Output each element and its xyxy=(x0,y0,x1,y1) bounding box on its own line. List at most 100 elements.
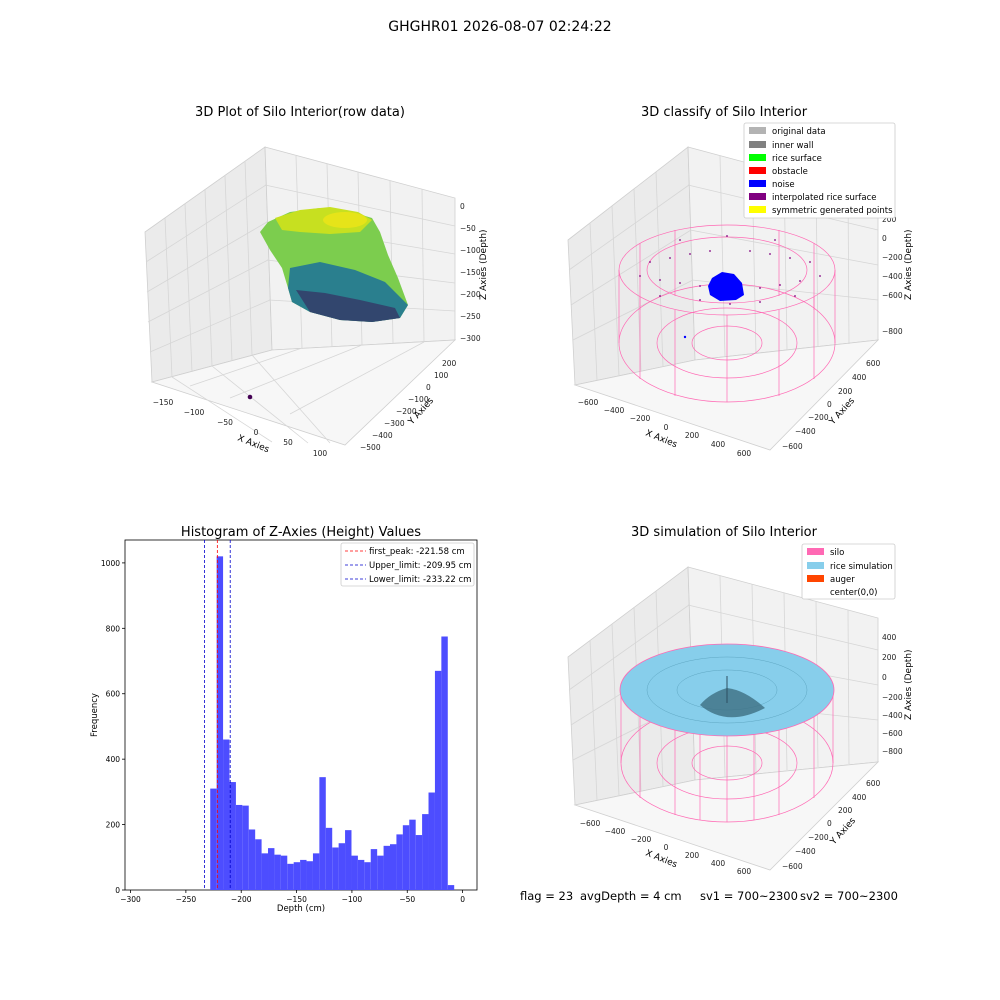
hist-bar xyxy=(338,843,346,890)
hist-bar xyxy=(325,827,333,890)
panel2-ztick: −800 xyxy=(882,327,903,336)
panel2-legend: original data inner wall rice surface ob… xyxy=(743,122,896,219)
hist-y-ticks: 0 200 400 600 800 1000 xyxy=(101,559,125,895)
legend-label: symmetric generated points xyxy=(772,206,893,216)
panel1-zlabel: Z Axies (Depth) xyxy=(479,229,489,300)
panel4-ytick: 200 xyxy=(838,806,853,815)
panel2-ytick: −200 xyxy=(808,413,829,422)
panel2-ztick: −400 xyxy=(882,272,903,281)
page-title: GHGHR01 2026-08-07 02:24:22 xyxy=(388,19,611,35)
panel1-ztick: −50 xyxy=(460,224,476,233)
panel4-ztick: −800 xyxy=(882,747,903,756)
hist-bar xyxy=(242,805,249,890)
panel4-ytick: 0 xyxy=(827,819,832,828)
panel2-ztick: −600 xyxy=(882,291,903,300)
status-sv2: sv2 = 700~2300 xyxy=(800,889,898,903)
hist-bar xyxy=(415,835,423,890)
hist-xtick-label: −150 xyxy=(286,895,307,904)
panel2-ytick: 600 xyxy=(866,359,881,368)
hist-bar xyxy=(447,885,455,890)
panel4-ylabel: Y Axies xyxy=(828,816,858,848)
hist-ytick-label: 600 xyxy=(106,690,121,699)
hist-bar xyxy=(229,782,236,890)
hist-bar xyxy=(402,825,410,890)
hist-ytick-label: 400 xyxy=(106,755,121,764)
panel4-ytick: −400 xyxy=(795,847,816,856)
panel4-legend: silo rice simulation auger center(0,0) xyxy=(801,543,896,600)
panel1-cloud-top-highlight xyxy=(323,212,367,228)
legend-label: first_peak: -221.58 cm xyxy=(369,547,465,557)
panel4-rice-depression xyxy=(700,688,765,718)
panel1-ztick: −250 xyxy=(460,312,481,321)
panel4-xtick: −200 xyxy=(631,835,652,844)
hist-ytick-label: 1000 xyxy=(101,559,120,568)
hist-bar xyxy=(370,849,378,890)
panel4-ytick: 600 xyxy=(866,779,881,788)
panel1-ztick: −300 xyxy=(460,334,481,343)
panel1-point-cloud xyxy=(247,207,408,400)
hist-bar xyxy=(312,853,320,890)
panel-histogram: Histogram of Z-Axies (Height) Values −30… xyxy=(90,525,478,914)
panel2-back-wall-left xyxy=(567,146,696,386)
panel1-ytick: 100 xyxy=(434,371,449,380)
hist-bar xyxy=(377,855,384,890)
panel2-xtick: −200 xyxy=(630,414,651,423)
panel4-zlabel: Z Axies (Depth) xyxy=(904,649,914,720)
hist-bar xyxy=(274,854,281,890)
legend-swatch-rice-simulation xyxy=(807,562,824,569)
panel2-ytick: −600 xyxy=(782,442,803,451)
hist-bar xyxy=(248,829,256,890)
hist-legend: first_peak: -221.58 cm Upper_limit: -209… xyxy=(340,542,475,587)
panel4-ztick: −400 xyxy=(882,711,903,720)
legend-label: noise xyxy=(772,180,795,190)
hist-bar xyxy=(216,556,224,890)
panel1-ztick: −100 xyxy=(460,246,481,255)
hist-bar xyxy=(280,855,288,890)
panel2-ztick: −200 xyxy=(882,253,903,262)
legend-label: auger xyxy=(830,575,855,585)
legend-swatch-symmetric-generated-points xyxy=(749,206,766,213)
legend-label: rice surface xyxy=(772,154,822,164)
legend-label: inner wall xyxy=(772,141,813,151)
panel-raw-data: 3D Plot of Silo Interior(row data) xyxy=(144,105,489,458)
panel2-title: 3D classify of Silo Interior xyxy=(641,105,808,120)
panel2-silo-top-inner-ring xyxy=(646,236,808,304)
legend-label: original data xyxy=(772,127,826,137)
panel4-xtick: −400 xyxy=(605,827,626,836)
panel4-ytick: −200 xyxy=(808,833,829,842)
panel1-ztick: −200 xyxy=(460,290,481,299)
panel4-xlabel: X Axies xyxy=(644,849,679,871)
panel2-xtick: 200 xyxy=(685,431,700,440)
panel1-back-wall-left xyxy=(144,146,273,383)
panel2-xtick: −600 xyxy=(578,398,599,407)
hist-bar xyxy=(364,862,371,890)
hist-x-ticks: −300 −250 −200 −150 −100 −50 0 xyxy=(120,890,465,904)
panel1-ytick: −200 xyxy=(396,407,417,416)
hist-bar xyxy=(422,814,429,890)
panel4-xtick: 0 xyxy=(664,843,669,852)
hist-bar xyxy=(235,804,243,890)
panel4-ytick: −600 xyxy=(782,862,803,871)
hist-xtick-label: −50 xyxy=(399,895,415,904)
hist-ytick-label: 200 xyxy=(106,821,121,830)
hist-bar xyxy=(357,859,365,890)
hist-bar xyxy=(223,739,230,890)
hist-bar xyxy=(319,777,326,890)
hist-bar xyxy=(345,830,352,890)
hist-bars xyxy=(210,556,455,890)
panel4-ztick: 400 xyxy=(882,633,897,642)
legend-swatch-inner-wall xyxy=(749,141,766,148)
panel2-xlabel: X Axies xyxy=(644,429,679,451)
panel1-ytick: −400 xyxy=(372,431,393,440)
hist-bar xyxy=(261,853,269,890)
legend-label: center(0,0) xyxy=(830,588,878,598)
legend-swatch-silo xyxy=(807,548,824,555)
panel1-ytick: −100 xyxy=(408,395,429,404)
hist-bar xyxy=(383,845,390,890)
panel2-ztick: 0 xyxy=(882,234,887,243)
hist-bar xyxy=(293,862,301,890)
panel1-xtick: −100 xyxy=(184,408,205,417)
panel4-xtick: 400 xyxy=(711,859,726,868)
status-flag: flag = 23 xyxy=(520,889,573,903)
panel1-ytick: 0 xyxy=(426,383,431,392)
